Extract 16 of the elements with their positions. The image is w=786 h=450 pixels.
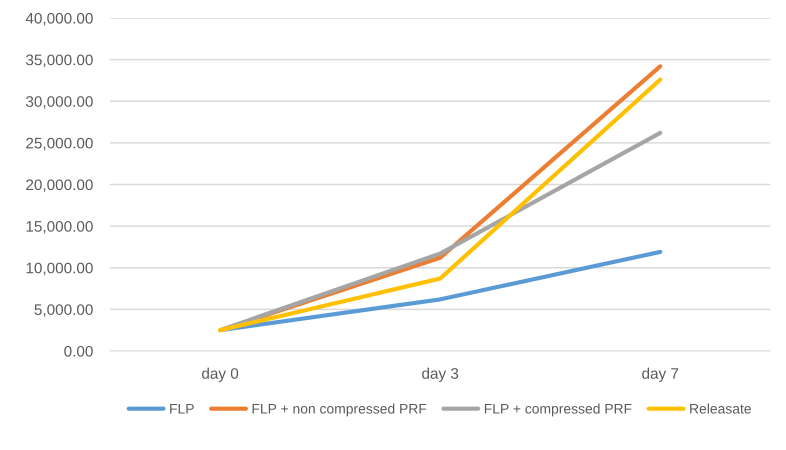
legend-label: FLP [170, 404, 194, 414]
legend-label: FLP + compressed PRF [484, 403, 632, 416]
y-tick-label: 5,000.00 [34, 304, 93, 317]
legend-label: Releasate [690, 403, 751, 414]
y-tick-label: 25,000.00 [26, 138, 93, 150]
y-tick-label: 40,000.00 [26, 12, 93, 26]
x-tick-label: day 3 [422, 368, 458, 382]
y-tick-label: 35,000.00 [26, 54, 93, 68]
y-tick-label: 30,000.00 [26, 96, 93, 109]
legend-label: FLP + non compressed PRF [252, 403, 426, 416]
y-tick-label: 10,000.00 [26, 262, 93, 276]
x-tick-label: day 0 [202, 368, 238, 382]
y-tick-label: 0.00 [64, 346, 93, 357]
y-tick-label: 20,000.00 [26, 179, 93, 192]
y-tick-label: 15,000.00 [26, 220, 93, 234]
x-tick-label: day 7 [642, 368, 678, 382]
